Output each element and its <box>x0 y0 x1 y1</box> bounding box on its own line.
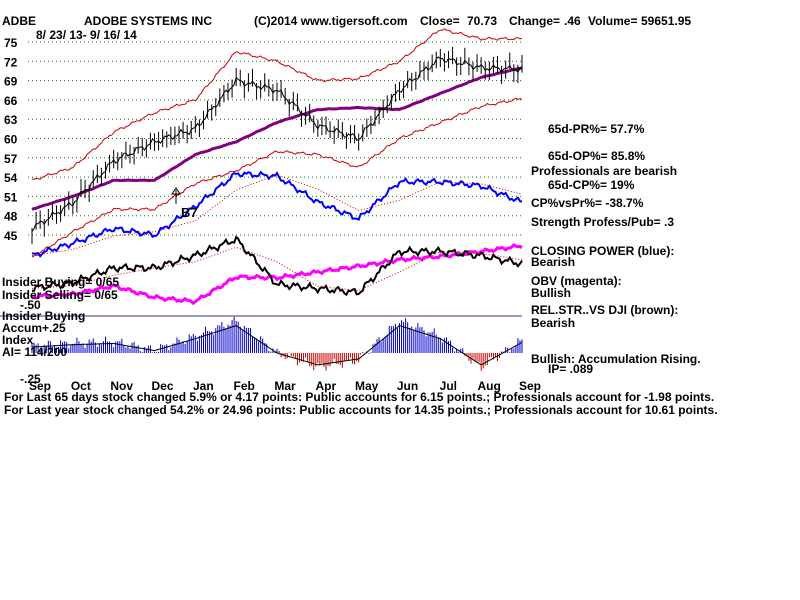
x-tick-label: May <box>355 379 379 393</box>
obv-line <box>31 242 523 306</box>
y-tick-label: 63 <box>4 113 18 127</box>
insider-buying-count: Insider Buying= 0/65 <box>2 275 119 289</box>
price-bars <box>31 46 523 245</box>
x-tick-label: Feb <box>233 379 254 393</box>
obv-state: Bullish <box>531 286 571 300</box>
upper-band-line <box>31 28 523 180</box>
buy-signal-arrowhead <box>171 187 181 195</box>
y-tick-label: 57 <box>4 152 18 166</box>
x-tick-label: Oct <box>71 379 91 393</box>
date-range: 8/ 23/ 13- 9/ 16/ 14 <box>36 28 137 42</box>
y-tick-label: 66 <box>4 94 18 108</box>
accum-readout: Bullish: Accumulation Rising. <box>531 352 701 366</box>
change-label: Change= <box>509 14 560 28</box>
x-tick-label: Jun <box>397 379 418 393</box>
closing-power-line <box>31 170 523 258</box>
gridlines <box>28 41 522 236</box>
x-tick-label: Jan <box>193 379 214 393</box>
insider-buying-label: Insider Buying <box>2 309 85 323</box>
x-tick-label: Dec <box>151 379 173 393</box>
close-label: Close= <box>420 14 460 28</box>
source-credit: (C)2014 www.tigersoft.com <box>254 14 408 28</box>
x-tick-label: Sep <box>519 379 541 393</box>
lower-band-line <box>31 97 523 258</box>
cpvspr-readout: CP%vsPr%= -38.7% <box>531 196 644 210</box>
closing-power-state: Bearish <box>531 255 575 269</box>
x-tick-label: Apr <box>315 379 336 393</box>
relative-strength-line <box>31 235 523 297</box>
buy-signal-label: B7 <box>181 205 198 220</box>
y-tick-label: 75 <box>4 36 18 50</box>
y-tick-label: 54 <box>4 171 18 185</box>
footer-65-day: For Last 65 days stock changed 5.9% or 4… <box>4 390 714 404</box>
change-value: .46 <box>564 14 581 28</box>
price-close-line <box>31 56 523 232</box>
footer-year: For Last year stock changed 54.2% or 24.… <box>4 403 718 417</box>
professionals-readout: Professionals are bearish <box>531 164 677 178</box>
company-name: ADOBE SYSTEMS INC <box>84 14 212 28</box>
relstr-title: REL.STR..VS DJI (brown): <box>531 303 678 317</box>
index-label: Index <box>2 333 34 347</box>
obv-title: OBV (magenta): <box>531 274 622 288</box>
x-tick-label: Sep <box>29 379 51 393</box>
insider-selling-count: Insider Selling= 0/65 <box>2 288 118 302</box>
accum-scale-minus-50: -.50 <box>20 298 41 312</box>
y-tick-label: 45 <box>4 229 18 243</box>
x-axis-ticks: Sep Oct Nov Dec Jan Feb Mar Apr May Jun Jul Aug Sep <box>29 379 541 393</box>
volume-value: 59651.95 <box>641 14 691 28</box>
y-tick-label: 51 <box>4 190 18 204</box>
strength-readout: Strength Profess/Pub= .3 <box>531 215 674 229</box>
closing-power-ma-line <box>31 174 523 257</box>
y-tick-label: 69 <box>4 75 18 89</box>
ip-readout: IP= .089 <box>548 362 593 376</box>
pr-readout: 65d-PR%= 57.7% <box>548 122 645 136</box>
ai-readout: AI= 114/200 <box>2 345 67 359</box>
accumulation-histogram <box>31 316 523 371</box>
y-tick-label: 48 <box>4 210 18 224</box>
accum-scale-minus-25: -.25 <box>20 372 41 386</box>
accum-scale-plus-25: +.25 <box>42 321 66 335</box>
accum-label: Accum <box>2 321 42 335</box>
moving-average-line <box>31 66 523 211</box>
x-tick-label: Nov <box>110 379 133 393</box>
x-tick-label: Aug <box>478 379 501 393</box>
y-axis-ticks: 75 72 69 66 63 60 57 54 51 48 45 <box>4 36 18 243</box>
closing-power-title: CLOSING POWER (blue): <box>531 244 674 258</box>
y-tick-label: 72 <box>4 55 18 69</box>
op-readout: 65d-OP%= 85.8% <box>548 149 645 163</box>
accumulation-ma-line <box>31 325 523 366</box>
ticker: ADBE <box>2 14 36 28</box>
x-tick-label: Jul <box>440 379 457 393</box>
y-tick-label: 60 <box>4 133 18 147</box>
relative-strength-ma-line <box>31 246 523 292</box>
volume-label: Volume= <box>588 14 637 28</box>
close-value: 70.73 <box>467 14 497 28</box>
relstr-state: Bearish <box>531 316 575 330</box>
cp-readout: 65d-CP%= 19% <box>548 178 635 192</box>
x-tick-label: Mar <box>274 379 296 393</box>
